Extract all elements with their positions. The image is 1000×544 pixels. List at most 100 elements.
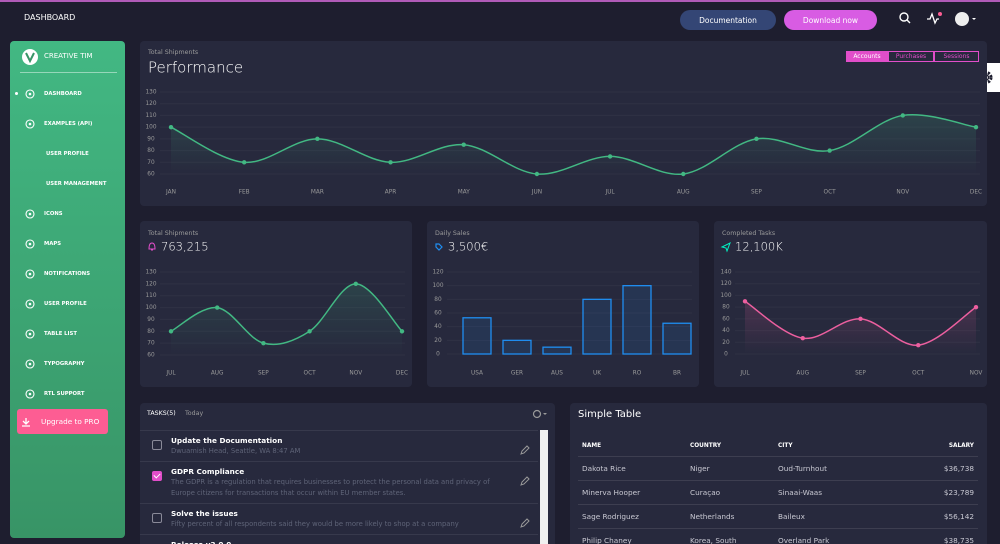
icon-dot bbox=[28, 122, 32, 126]
sidebar-item[interactable]: EXAMPLES (API) bbox=[10, 117, 125, 131]
icon-dot bbox=[28, 362, 32, 366]
sidebar-label: EXAMPLES (API) bbox=[44, 121, 93, 127]
sidebar-icon bbox=[25, 269, 35, 279]
tasks-title: TASKS(5) bbox=[147, 410, 176, 417]
chart-tab[interactable]: Sessions bbox=[934, 51, 979, 62]
top-border bbox=[0, 0, 1000, 2]
sidebar-item[interactable]: TYPOGRAPHY bbox=[10, 357, 125, 371]
icon-shape bbox=[25, 89, 35, 99]
table-cell: Overland Park bbox=[774, 528, 919, 544]
task-row: Solve the issues Fifty percent of all res… bbox=[140, 504, 538, 535]
activity-icon[interactable] bbox=[927, 12, 942, 25]
sidebar-icon bbox=[25, 389, 35, 399]
logo-divider bbox=[20, 72, 117, 73]
sidebar-item[interactable]: USER PROFILE bbox=[10, 147, 125, 161]
logo-text: CREATIVE TIM bbox=[44, 52, 93, 60]
scrollbar[interactable] bbox=[540, 430, 548, 544]
task-description: The GDPR is a regulation that requires b… bbox=[171, 478, 490, 497]
sidebar-icon bbox=[25, 239, 35, 249]
icon-dot bbox=[28, 242, 32, 246]
logo-icon bbox=[22, 49, 38, 65]
sidebar-item[interactable]: DASHBOARD bbox=[10, 87, 125, 101]
icon-shape bbox=[25, 209, 35, 219]
task-list: Update the Documentation Dwuamish Head, S… bbox=[140, 430, 538, 544]
table-head: NAME COUNTRY CITY SALARY bbox=[578, 436, 978, 457]
documentation-button[interactable]: Documentation bbox=[680, 10, 776, 30]
sidebar-icon bbox=[25, 119, 35, 129]
edit-button[interactable] bbox=[520, 513, 530, 528]
chart-card bbox=[140, 41, 987, 206]
table-title: Simple Table bbox=[578, 409, 642, 420]
sidebar-item[interactable]: RTL SUPPORT bbox=[10, 387, 125, 401]
task-title: GDPR Compliance bbox=[171, 467, 245, 476]
edit-button[interactable] bbox=[520, 440, 530, 455]
table-row: Philip Chaney Korea, South Overland Park $3… bbox=[578, 528, 978, 544]
sidebar-item[interactable]: MAPS bbox=[10, 237, 125, 251]
icon-dot bbox=[28, 212, 32, 216]
table-card: Simple Table NAME COUNTRY CITY SALARY Dakota… bbox=[570, 403, 987, 544]
table-cell: Philip Chaney bbox=[578, 528, 686, 544]
avatar[interactable] bbox=[955, 12, 976, 26]
sidebar-label: TABLE LIST bbox=[44, 331, 77, 337]
icon-shape bbox=[25, 119, 35, 129]
edit-button[interactable] bbox=[520, 471, 530, 486]
tasks-tab[interactable]: Today bbox=[185, 410, 204, 417]
active-marker bbox=[15, 92, 18, 95]
task-checkbox[interactable] bbox=[152, 513, 162, 523]
sidebar-icon bbox=[25, 299, 35, 309]
table-row: Sage Rodriguez Netherlands Baileux $56,142 bbox=[578, 504, 978, 529]
table-cell: Oud-Turnhout bbox=[774, 456, 919, 481]
sidebar-icon bbox=[25, 209, 35, 219]
sidebar-icon bbox=[25, 329, 35, 339]
sidebar-icon bbox=[25, 359, 35, 369]
sidebar-label: USER PROFILE bbox=[46, 151, 89, 157]
sidebar-icon bbox=[25, 89, 35, 99]
task-checkbox[interactable] bbox=[152, 440, 162, 450]
table-cell: Curaçao bbox=[686, 480, 774, 505]
table-row: Dakota Rice Niger Oud-Turnhout $36,738 bbox=[578, 456, 978, 481]
search-icon[interactable] bbox=[899, 12, 911, 24]
icon-shape bbox=[25, 239, 35, 249]
chart-card bbox=[427, 221, 699, 387]
sidebar-item[interactable]: USER MANAGEMENT bbox=[10, 177, 125, 191]
sidebar-label: MAPS bbox=[44, 241, 62, 247]
table-cell: Dakota Rice bbox=[578, 456, 686, 481]
upgrade-icon bbox=[22, 417, 30, 427]
sidebar-label: ICONS bbox=[44, 211, 63, 217]
tasks-settings[interactable] bbox=[531, 408, 551, 420]
icon-dot bbox=[28, 272, 32, 276]
upgrade-button[interactable]: Upgrade to PRO bbox=[17, 409, 108, 434]
sidebar-item[interactable]: TABLE LIST bbox=[10, 327, 125, 341]
sidebar-item[interactable]: ICONS bbox=[10, 207, 125, 221]
table-body: Dakota Rice Niger Oud-Turnhout $36,738 Miner… bbox=[578, 456, 978, 544]
sidebar-label: RTL SUPPORT bbox=[44, 391, 85, 397]
pencil-icon bbox=[520, 518, 530, 528]
table-cell: Korea, South bbox=[686, 528, 774, 544]
sidebar-item[interactable]: USER PROFILE bbox=[10, 297, 125, 311]
icon-shape bbox=[25, 299, 35, 309]
icon-shape bbox=[25, 359, 35, 369]
table-cell: Sage Rodriguez bbox=[578, 504, 686, 529]
tasks-card: TASKS(5) Today Update the Documentation D… bbox=[140, 403, 555, 544]
task-title: Update the Documentation bbox=[171, 436, 283, 445]
sidebar: CREATIVE TIM Upgrade to PRO DASHBOARD EXA… bbox=[10, 41, 125, 538]
task-checkbox[interactable] bbox=[152, 471, 162, 481]
table-cell: Baileux bbox=[774, 504, 919, 529]
column-header: SALARY bbox=[919, 436, 978, 457]
sidebar-item[interactable]: NOTIFICATIONS bbox=[10, 267, 125, 281]
table-cell: Sinaai-Waas bbox=[774, 480, 919, 505]
table-cell: $38,735 bbox=[919, 528, 978, 544]
navbar-brand[interactable]: DASHBOARD bbox=[24, 13, 76, 22]
sidebar-label: DASHBOARD bbox=[44, 91, 82, 97]
task-description: Dwuamish Head, Seattle, WA 8:47 AM bbox=[171, 447, 301, 455]
table-cell: Niger bbox=[686, 456, 774, 481]
icon-shape bbox=[25, 389, 35, 399]
download-button[interactable]: Download now bbox=[784, 10, 877, 30]
chart-tab[interactable]: Accounts bbox=[846, 51, 888, 62]
icon-dot bbox=[28, 332, 32, 336]
chart-tab[interactable]: Purchases bbox=[888, 51, 934, 62]
table-cell: $36,738 bbox=[919, 456, 978, 481]
table-cell: $23,789 bbox=[919, 480, 978, 505]
task-row: GDPR Compliance The GDPR is a regulation … bbox=[140, 462, 538, 504]
